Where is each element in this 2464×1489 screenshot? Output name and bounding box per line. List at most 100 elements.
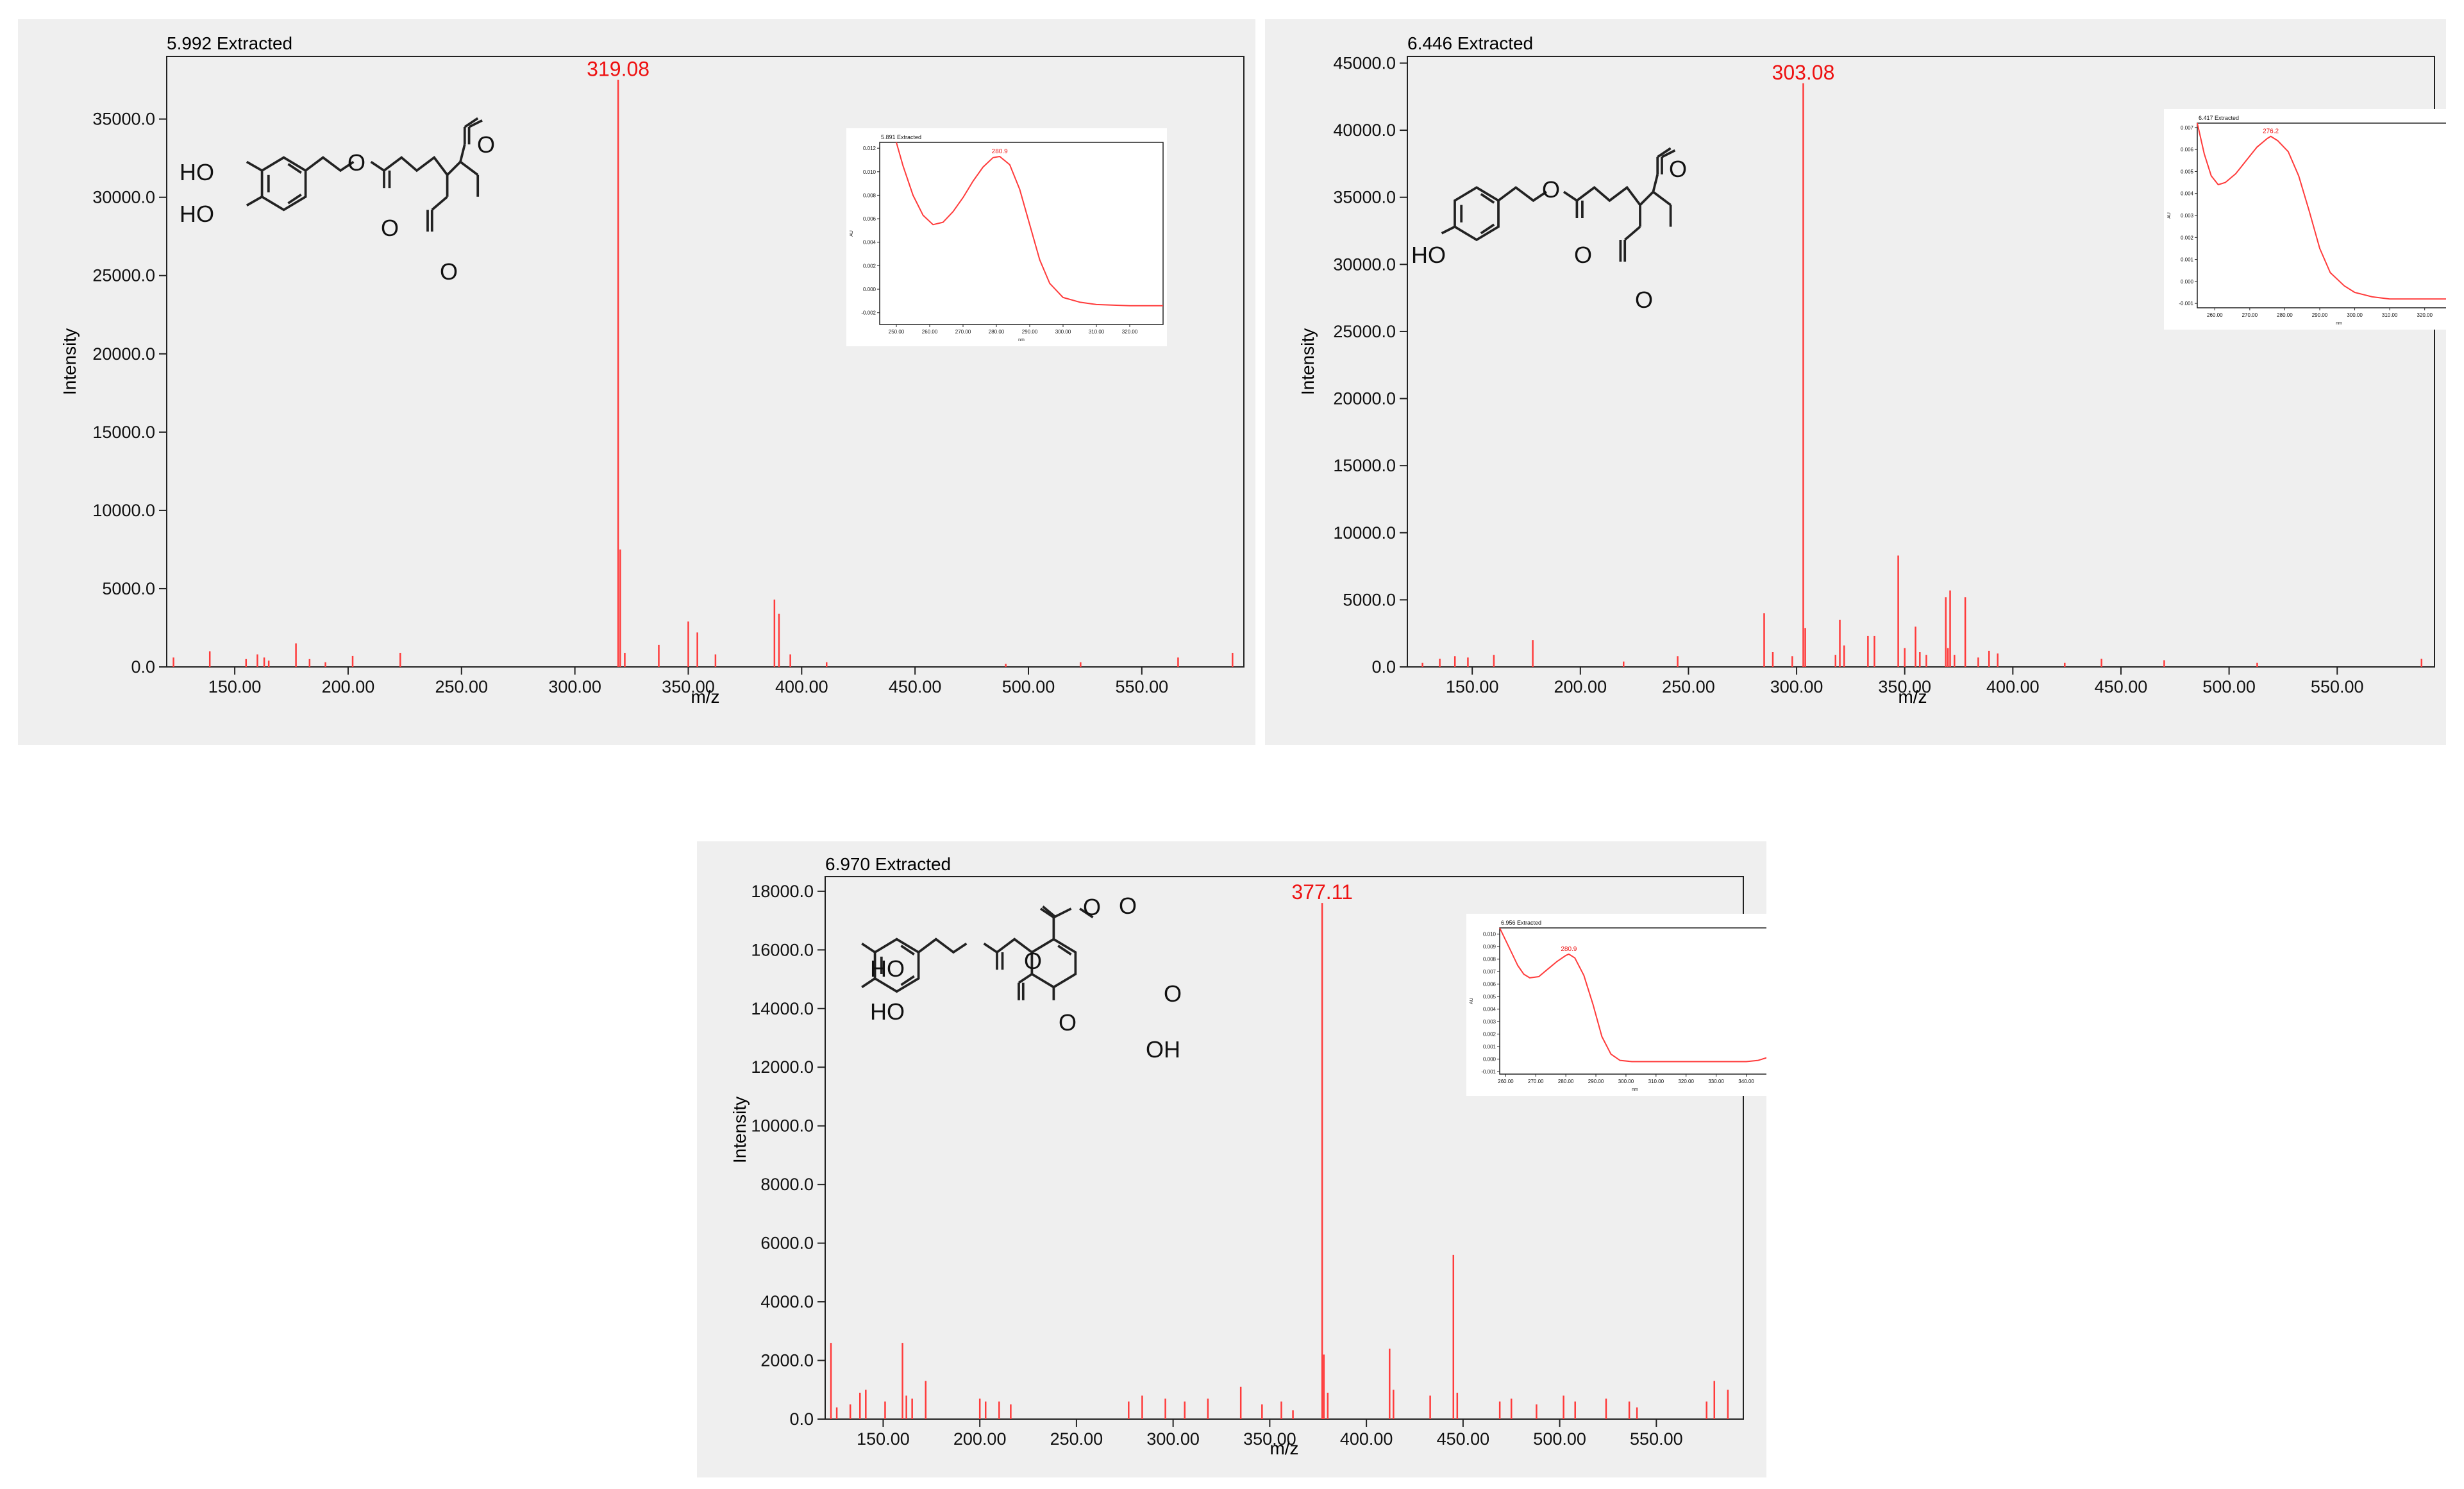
- y-axis-label: Intensity: [60, 328, 80, 395]
- uv-inset: 5.891 Extracted 0.012 0.010 0.008 0.006 0.004…: [846, 128, 1167, 346]
- inset-x-tick-label: 260.00: [922, 329, 938, 335]
- inset-y-tick-label: 0.010: [1483, 932, 1496, 938]
- inset-x-tick-label: 280.00: [2277, 312, 2293, 318]
- peak-series: [1421, 555, 2423, 667]
- y-tick-label: 10000.0: [92, 501, 155, 520]
- y-tick-label: 5000.0: [1343, 590, 1396, 609]
- y-tick-label: 10000.0: [1333, 523, 1396, 543]
- inset-y-tick-label: 0.008: [1483, 957, 1496, 963]
- inset-y-axis-label: AU: [2167, 212, 2172, 219]
- structure-label: O: [1164, 980, 1182, 1007]
- x-axis-label: m/z: [1270, 1438, 1298, 1458]
- inset-y-tick-label: 0.010: [863, 169, 876, 175]
- x-tick-label: 300.00: [548, 677, 601, 696]
- inset-x-tick-label: 310.00: [1089, 329, 1105, 335]
- chart-panel-3: 6.970 Extracted 0.0 2000.0 4000.0 6000.0 800…: [697, 841, 1766, 1477]
- inset-x-tick-label: 320.00: [1678, 1079, 1694, 1084]
- inset-y-tick-label: -0.001: [2179, 301, 2193, 307]
- y-tick-label: 35000.0: [92, 110, 155, 129]
- x-tick-label: 200.00: [1554, 677, 1607, 696]
- y-tick-label: 45000.0: [1333, 53, 1396, 72]
- base-peak-label: 303.08: [1772, 61, 1835, 84]
- inset-x-tick-label: 290.00: [1588, 1079, 1604, 1084]
- structure-labels: HO HO O O O O: [180, 131, 495, 285]
- y-tick-label: 18000.0: [751, 882, 814, 901]
- inset-x-tick-label: 310.00: [2382, 312, 2398, 318]
- x-axis-label: m/z: [691, 687, 719, 707]
- structure-label: O: [477, 131, 495, 158]
- inset-y-axis-label: AU: [850, 230, 854, 237]
- y-tick-label: 8000.0: [760, 1175, 814, 1194]
- y-tick-label: 0.0: [1371, 657, 1396, 677]
- inset-y-tick-label: -0.002: [861, 310, 876, 316]
- inset-y-tick-label: 0.001: [2181, 257, 2194, 263]
- inset-frame: [1499, 927, 1766, 1075]
- plot-area: 0.0 5000.0 10000.0 15000.0 20000.0 25000.0 300…: [92, 56, 1245, 696]
- x-tick-label: 450.00: [1437, 1429, 1490, 1449]
- inset-x-tick-label: 270.00: [955, 329, 971, 335]
- uv-inset: 6.417 Extracted 0.007 0.006 0.005 0.004 0.003…: [2164, 109, 2446, 330]
- y-tick-label: 25000.0: [1333, 322, 1396, 341]
- inset-y-tick-label: 0.004: [2181, 191, 2194, 197]
- y-tick-label: 30000.0: [1333, 255, 1396, 274]
- structure-label: O: [381, 215, 399, 241]
- y-axis-label: Intensity: [730, 1097, 750, 1163]
- base-peak: 303.08: [1772, 61, 1835, 667]
- x-tick-label: 250.00: [1662, 677, 1715, 696]
- inset-y-axis-label: AU: [1470, 998, 1474, 1004]
- structure-label: OH: [1146, 1036, 1180, 1063]
- inset-frame: [879, 142, 1164, 325]
- ms-chart-2: 6.446 Extracted 0.0 5000.0 10000.0 15000.0 2…: [1298, 33, 2446, 707]
- x-tick-label: 150.00: [208, 677, 262, 696]
- x-tick-label: 550.00: [1116, 677, 1169, 696]
- y-tick-label: 2000.0: [760, 1351, 814, 1370]
- x-tick-label: 250.00: [1050, 1429, 1103, 1449]
- x-tick-label: 400.00: [775, 677, 828, 696]
- y-tick-label: 6000.0: [760, 1234, 814, 1253]
- y-tick-label: 15000.0: [92, 423, 155, 442]
- chart-title: 6.446 Extracted: [1407, 33, 1533, 53]
- inset-x-axis-label: nm: [2336, 321, 2342, 326]
- y-tick-label: 35000.0: [1333, 188, 1396, 207]
- inset-y-tick-label: 0.003: [2181, 213, 2194, 219]
- inset-x-axis-label: nm: [1632, 1088, 1638, 1092]
- x-tick-label: 500.00: [1002, 677, 1055, 696]
- structure-label: HO: [870, 955, 905, 982]
- x-tick-label: 550.00: [2311, 677, 2364, 696]
- inset-title: 6.956 Extracted: [1501, 920, 1541, 926]
- structure-label: O: [1635, 287, 1653, 313]
- x-ticks: 150.00 200.00 250.00 300.00 350.00 400.00 450.…: [857, 1419, 1683, 1449]
- base-peak: 319.08: [587, 58, 650, 667]
- inset-x-tick-label: 260.00: [1498, 1079, 1514, 1084]
- inset-x-tick-label: 280.00: [1558, 1079, 1574, 1084]
- inset-y-tick-label: 0.007: [1483, 969, 1496, 975]
- ms-chart-1: 5.992 Extracted 0.0 5000.0 10000.0 15000.0 2…: [60, 33, 1245, 707]
- inset-x-tick-label: 260.00: [2207, 312, 2223, 318]
- inset-frame: [2197, 122, 2446, 308]
- peak-series: [172, 549, 1234, 667]
- base-peak: 377.11: [1291, 880, 1353, 1419]
- inset-peak-label: 280.9: [992, 148, 1008, 155]
- inset-x-tick-label: 310.00: [1648, 1079, 1664, 1084]
- inset-y-tick-label: 0.005: [2181, 169, 2194, 174]
- inset-y-tick-label: 0.002: [2181, 235, 2194, 240]
- structure-label: O: [1542, 176, 1560, 203]
- chart-panel-2: 6.446 Extracted 0.0 5000.0 10000.0 15000.0 2…: [1265, 19, 2446, 745]
- y-tick-label: 12000.0: [751, 1057, 814, 1077]
- structure-label: O: [440, 258, 458, 285]
- inset-y-tick-label: 0.000: [2181, 279, 2194, 285]
- inset-y-tick-label: 0.002: [1483, 1032, 1496, 1038]
- inset-y-tick-label: 0.004: [1483, 1007, 1496, 1013]
- chemical-structure: [861, 905, 1094, 1000]
- inset-title: 5.891 Extracted: [881, 134, 921, 140]
- y-tick-label: 20000.0: [1333, 389, 1396, 408]
- inset-y-tick-label: 0.003: [1483, 1019, 1496, 1025]
- x-tick-label: 300.00: [1770, 677, 1823, 696]
- y-ticks: 0.0 2000.0 4000.0 6000.0 8000.0 10000.0 12000.…: [751, 882, 825, 1429]
- inset-y-tick-label: 0.008: [863, 192, 876, 198]
- x-tick-label: 200.00: [953, 1429, 1007, 1449]
- inset-x-tick-label: 300.00: [2347, 312, 2363, 318]
- y-tick-label: 30000.0: [92, 188, 155, 207]
- structure-label: O: [1024, 948, 1042, 974]
- inset-y-tick-label: 0.000: [863, 287, 876, 292]
